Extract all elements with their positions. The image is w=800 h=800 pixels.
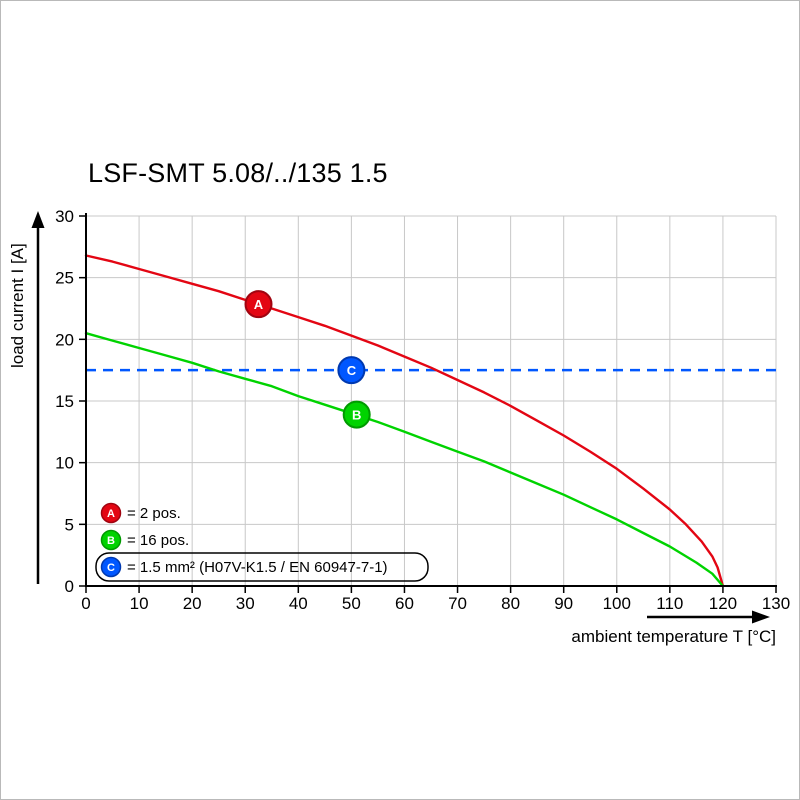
- x-axis-label: ambient temperature T [°C]: [571, 627, 776, 646]
- curve-A: [84, 254, 725, 588]
- legend-item-B: B = 16 pos.: [100, 529, 189, 551]
- legend-text-B: = 16 pos.: [127, 532, 189, 549]
- marker-A-letter: A: [254, 297, 264, 312]
- legend-marker-C: [100, 556, 122, 578]
- marker-B-letter: B: [352, 408, 361, 423]
- legend-box-C: [95, 552, 429, 582]
- tick-labels: 0 10 20 30 40 50 60 70 80 90 100 110 120 130 0 5 10 15 20 2…: [55, 207, 790, 613]
- legend-item-C: C = 1.5 mm² (H07V-K1.5 / EN 60947-7-1): [95, 552, 429, 582]
- x-tick-label: 0: [81, 594, 90, 613]
- x-tick-label: 110: [656, 594, 683, 613]
- chart-title: LSF-SMT 5.08/../135 1.5: [88, 158, 388, 188]
- x-tick-label: 80: [501, 594, 520, 613]
- marker-C-letter: C: [347, 363, 357, 378]
- legend-marker-A-letter: A: [107, 508, 115, 520]
- marker-B-circle: [342, 400, 371, 429]
- x-tick-label: 70: [448, 594, 467, 613]
- y-tick-label: 5: [65, 515, 74, 534]
- marker-C: C: [337, 356, 366, 385]
- y-tick-label: 25: [55, 269, 74, 288]
- x-tick-label: 50: [342, 594, 361, 613]
- x-tick-label: 20: [183, 594, 202, 613]
- y-tick-label: 10: [55, 454, 74, 473]
- legend-marker-C-letter: C: [107, 562, 115, 574]
- x-tick-label: 10: [130, 594, 149, 613]
- marker-C-circle: [337, 356, 366, 385]
- legend-marker-B-letter: B: [107, 535, 115, 547]
- x-tick-label: 130: [762, 594, 790, 613]
- legend-text-C: = 1.5 mm² (H07V-K1.5 / EN 60947-7-1): [127, 559, 388, 576]
- y-tick-label: 0: [65, 577, 74, 596]
- x-tick-label: 40: [289, 594, 308, 613]
- x-tick-label: 60: [395, 594, 414, 613]
- curve-B: [84, 332, 725, 588]
- legend-marker-A: [100, 502, 122, 524]
- legend-text-A: = 2 pos.: [127, 505, 181, 522]
- x-tick-label: 100: [603, 594, 631, 613]
- y-tick-label: 15: [55, 392, 74, 411]
- y-axis-label: load current I [A]: [8, 243, 27, 368]
- marker-B: B: [342, 400, 371, 429]
- legend-item-A: A = 2 pos.: [100, 502, 181, 524]
- marker-A-circle: [244, 290, 273, 319]
- x-axis-arrow-head: [752, 610, 770, 624]
- tick-marks: [79, 215, 777, 593]
- x-tick-label: 120: [709, 594, 737, 613]
- y-axis-arrow-head: [31, 211, 45, 228]
- y-tick-label: 20: [55, 330, 74, 349]
- y-tick-label: 30: [55, 207, 74, 226]
- grid: [86, 215, 777, 586]
- legend-marker-B: [100, 529, 122, 551]
- x-tick-label: 30: [236, 594, 255, 613]
- x-tick-label: 90: [554, 594, 573, 613]
- marker-A: A: [244, 290, 273, 319]
